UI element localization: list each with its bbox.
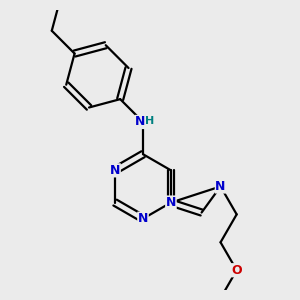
- Text: N: N: [135, 116, 146, 128]
- Text: N: N: [166, 196, 176, 209]
- Text: N: N: [110, 164, 120, 177]
- Text: N: N: [215, 180, 226, 193]
- Text: H: H: [146, 116, 154, 126]
- Text: N: N: [138, 212, 148, 225]
- Text: O: O: [231, 264, 242, 277]
